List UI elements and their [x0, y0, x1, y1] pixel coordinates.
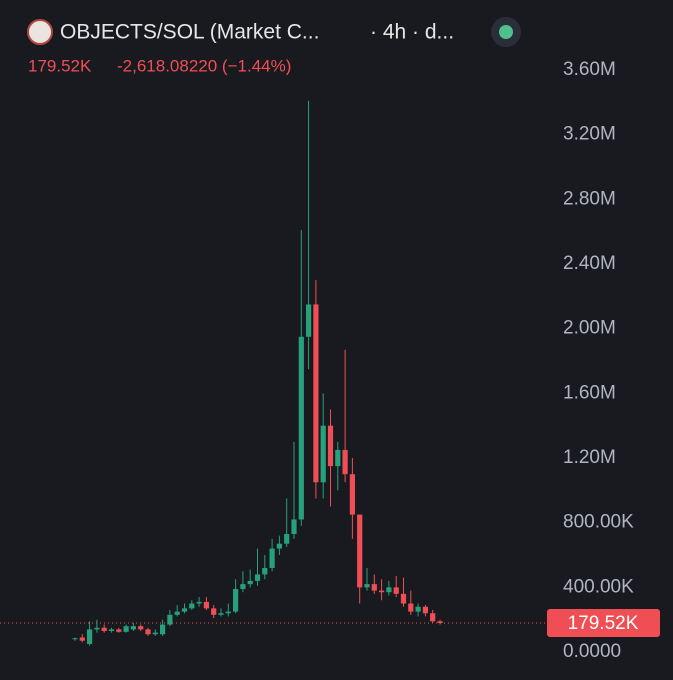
candle-body [430, 613, 436, 622]
candle-body [189, 603, 195, 609]
y-tick-label: 2.40M [563, 253, 616, 274]
y-tick-label: 2.80M [563, 188, 616, 209]
last-price-label: 179.52K [568, 613, 639, 634]
symbol-icon [27, 19, 53, 45]
candle-body [298, 336, 304, 520]
price-change: -2,618.08220 (−1.44%) [117, 56, 291, 75]
y-tick-label: 2.00M [563, 318, 616, 339]
candle-body [203, 601, 209, 609]
candle-body [437, 621, 443, 624]
last-price-box [547, 609, 660, 638]
candle-body [87, 629, 93, 644]
candle-body [364, 584, 370, 588]
candle-body [408, 603, 414, 612]
y-tick-label: 400.00K [563, 576, 634, 597]
candle-body [152, 632, 158, 635]
y-tick-label: 800.00K [563, 512, 634, 533]
candle-body [371, 584, 377, 591]
candle-body [101, 627, 107, 632]
y-tick-label: 1.60M [563, 382, 616, 403]
y-tick-label: 1.20M [563, 447, 616, 468]
candle-body [254, 574, 261, 581]
candle-body [130, 626, 136, 630]
candle-body [247, 580, 253, 585]
candle-body [357, 514, 363, 588]
candle-body [145, 629, 151, 635]
candle-body [233, 588, 239, 612]
candle-body [116, 629, 122, 632]
candle-body [342, 449, 348, 475]
candle-body [240, 584, 246, 589]
y-tick-label: 0.0000 [563, 641, 621, 662]
candle-body [393, 587, 399, 594]
candle-body [225, 611, 231, 614]
plot: 0.0000 400.00K 800.00K 1.20M 1.60M 2.00M 2.40M… [0, 59, 660, 662]
candle-body [211, 608, 217, 615]
candle-body [160, 624, 166, 635]
candle-body [167, 614, 173, 625]
candle-body [123, 626, 129, 632]
candle-body [108, 629, 115, 632]
candle-body [320, 425, 326, 483]
candle-body [291, 519, 297, 535]
chart-title: OBJECTS/SOL (Market C... [60, 21, 319, 44]
candle-body [72, 638, 78, 640]
candle-body [415, 606, 421, 612]
status-dot [499, 25, 513, 39]
candle-body [174, 611, 180, 615]
candle-body [313, 304, 319, 483]
y-tick-label: 3.60M [563, 59, 616, 80]
candle-body [79, 637, 85, 641]
candle-body [196, 601, 202, 604]
candle-body [276, 543, 282, 549]
chart-subtitle: · 4h · d... [370, 21, 454, 44]
candle-body [284, 534, 290, 544]
candle-body [138, 626, 144, 630]
candle-body [386, 587, 392, 593]
candle-body [379, 590, 385, 593]
candle-body [94, 627, 100, 630]
y-tick-label: 3.20M [563, 124, 616, 145]
candle-body [181, 608, 188, 612]
last-price: 179.52K [28, 56, 92, 75]
candle-body [400, 593, 407, 604]
candle-body [269, 548, 275, 568]
candle-body [327, 425, 334, 467]
candle-body [349, 474, 355, 515]
candle-body [306, 304, 312, 337]
candle-body [422, 606, 428, 614]
candle-body [335, 449, 341, 467]
candle-body [218, 613, 224, 615]
candle-body [262, 567, 268, 575]
